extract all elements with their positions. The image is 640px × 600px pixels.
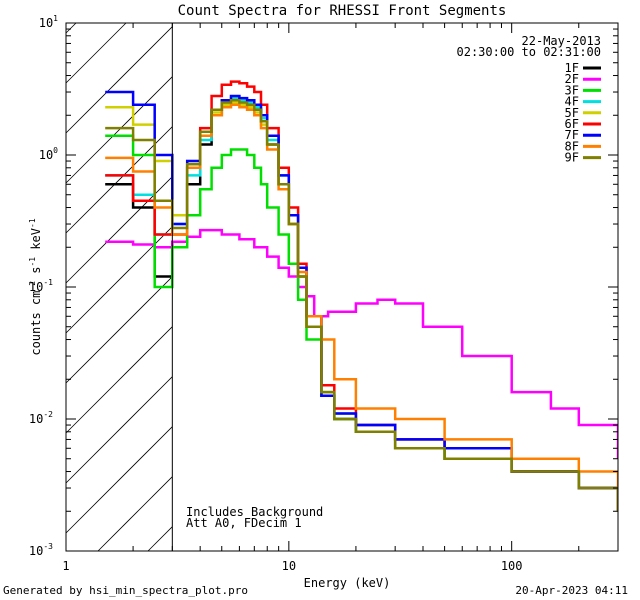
date-label: 22-May-2013 <box>522 34 601 48</box>
series-line-6F <box>105 80 618 512</box>
footer-generated-by: Generated by hsi_min_spectra_plot.pro <box>3 584 248 597</box>
y-tick-label: 100 <box>39 146 58 162</box>
y-tick-label: 10-2 <box>29 410 53 426</box>
x-tick-label: 100 <box>501 559 523 573</box>
hatch-line <box>65 26 173 134</box>
hatch-line <box>65 22 77 34</box>
hatch-line <box>65 76 173 184</box>
annotation-background: Includes Background <box>186 505 323 519</box>
chart-title: Count Spectra for RHESSI Front Segments <box>178 3 507 19</box>
x-tick-label: 1 <box>62 559 69 573</box>
attenuator-hatch-region <box>65 22 173 552</box>
legend-label-2F: 2F <box>565 72 579 86</box>
hatch-line <box>65 376 173 484</box>
hatch-line <box>65 326 173 434</box>
legend-label-1F: 1F <box>565 61 579 75</box>
x-axis-label: Energy (keV) <box>304 576 391 590</box>
hatch-line <box>65 126 173 234</box>
legend-label-6F: 6F <box>565 117 579 131</box>
hatch-line <box>65 276 173 384</box>
legend-label-7F: 7F <box>565 128 579 142</box>
y-axis-label: counts cm-2 s-1 keV-1 <box>28 218 43 355</box>
legend-label-8F: 8F <box>565 139 579 153</box>
series-layer <box>105 80 618 512</box>
legend-label-9F: 9F <box>565 151 579 165</box>
series-line-7F <box>105 90 618 512</box>
hatch-line <box>97 476 173 552</box>
hatch-line <box>65 426 173 534</box>
legend-label-5F: 5F <box>565 106 579 120</box>
legend-label-4F: 4F <box>565 95 579 109</box>
series-line-9F <box>105 98 618 512</box>
series-line-1F <box>105 98 618 512</box>
y-tick-label: 10-1 <box>29 278 53 294</box>
hatch-line <box>147 526 173 552</box>
x-tick-label: 10 <box>282 559 296 573</box>
series-line-3F <box>105 134 618 512</box>
footer-timestamp: 20-Apr-2023 04:11 <box>515 584 628 597</box>
annotation-attenuator: Att A0, FDecim 1 <box>186 516 302 530</box>
series-line-8F <box>105 103 618 512</box>
y-tick-label: 10-3 <box>29 542 53 558</box>
time-range-label: 02:30:00 to 02:31:00 <box>457 45 602 59</box>
hatch-line <box>65 176 173 284</box>
axis-ticks: 1 10 100 10-3 10-2 10-1 100 101 <box>29 14 619 573</box>
legend-label-3F: 3F <box>565 83 579 97</box>
hatch-line <box>65 22 127 84</box>
y-tick-label: 101 <box>39 14 58 30</box>
series-line-5F <box>105 101 618 512</box>
